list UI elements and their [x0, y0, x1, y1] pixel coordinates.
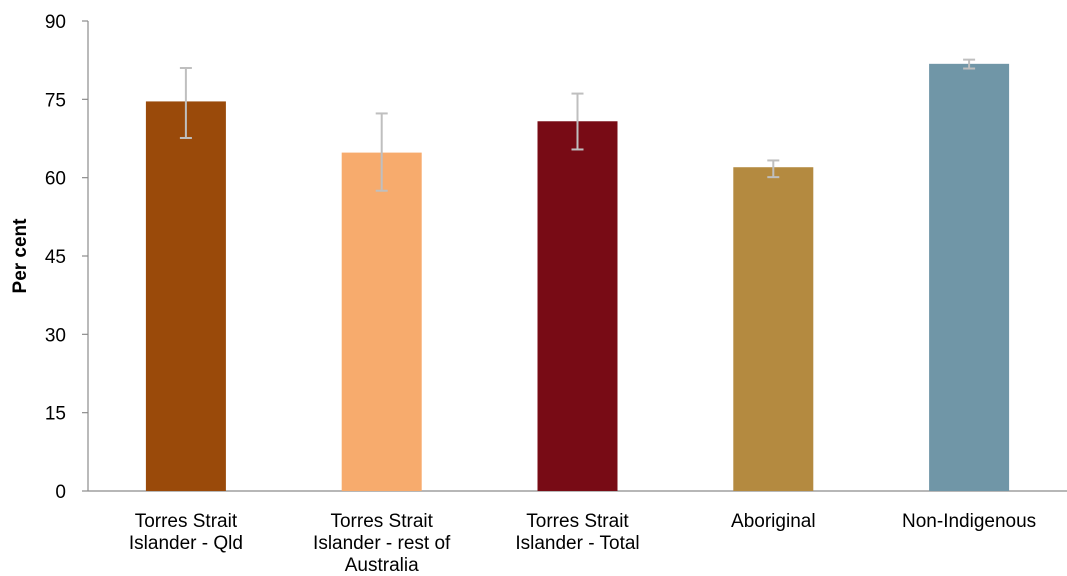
error-bar: [375, 112, 388, 192]
y-tick-label: 45: [45, 247, 66, 268]
bar: [341, 152, 422, 491]
error-bars: [179, 58, 976, 192]
bar: [145, 101, 226, 491]
category-label: Torres Strait Islander - rest of Australia: [313, 511, 451, 576]
error-bar: [571, 92, 584, 151]
category-label: Torres Strait Islander - Qld: [129, 511, 243, 554]
category-label: Non-Indigenous: [902, 511, 1036, 532]
bar: [929, 63, 1010, 491]
bars: [145, 63, 1010, 492]
category-label: Aboriginal: [731, 511, 816, 532]
category-label: Torres Strait Islander - Total: [515, 511, 639, 554]
y-tick-label: 0: [55, 482, 66, 503]
error-bar: [963, 58, 976, 70]
error-bar: [767, 159, 780, 179]
y-tick-label: 30: [45, 325, 66, 346]
error-bar: [179, 67, 192, 139]
y-tick-label: 15: [45, 404, 66, 425]
y-axis-ticks: 0 15 30 45 60 75 90: [45, 12, 88, 503]
y-tick-label: 90: [45, 12, 66, 33]
bar: [537, 121, 618, 492]
y-axis-title: Per cent: [10, 218, 31, 294]
y-tick-label: 75: [45, 90, 66, 111]
y-tick-label: 60: [45, 169, 66, 190]
bar: [733, 167, 814, 491]
category-labels: Torres Strait Islander - Qld Torres Strait…: [129, 511, 1036, 576]
